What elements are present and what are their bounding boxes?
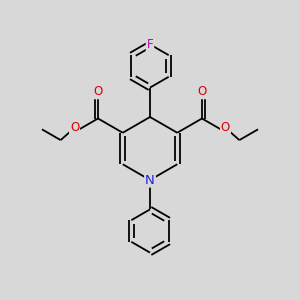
Text: F: F — [147, 38, 153, 51]
Text: O: O — [70, 121, 79, 134]
Text: O: O — [197, 85, 207, 98]
Text: N: N — [145, 173, 155, 187]
Text: O: O — [93, 85, 103, 98]
Text: O: O — [221, 121, 230, 134]
